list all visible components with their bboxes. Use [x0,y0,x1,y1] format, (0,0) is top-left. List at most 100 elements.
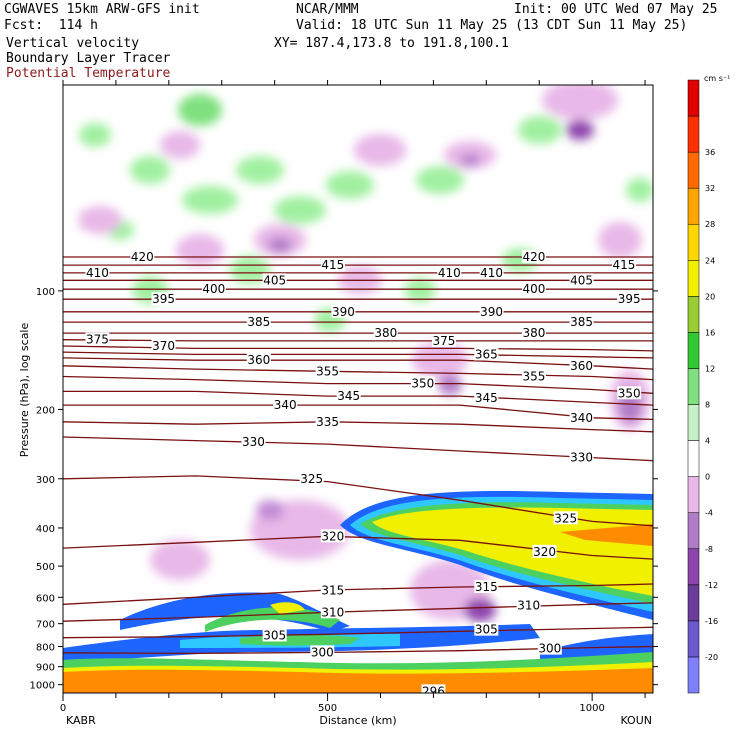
theta-label: 305 [263,628,286,642]
theta-label-bg [521,282,546,296]
theta-label-bg [130,249,155,263]
theta-contour-345 [63,390,653,406]
vertical-velocity-colorbar: -20 -16 -12 -8 -4 0 4 8 12 16 20 24 28 32 36 [687,79,718,694]
theta-label: 385 [247,315,270,329]
theta-label-bg [273,398,298,412]
valid-time: Valid: 18 UTC Sun 11 May 25 (13 CDT Sun … [296,18,688,33]
theta-label-bg [151,338,176,352]
colorbar-label: 32 [705,184,715,193]
theta-label-bg [553,511,578,525]
theta-label: 410 [438,266,461,280]
theta-label: 415 [321,258,344,272]
theta-label-bg [246,353,271,367]
model-title: CGWAVES 15km ARW-GFS init [4,2,200,17]
cross-section-endpoints: XY= 187.4,173.8 to 191.8,100.1 [274,36,509,51]
theta-label-bg [410,376,435,390]
theta-label: 320 [533,545,556,559]
theta-label-bg [310,645,335,659]
theta-label-bg [373,326,398,340]
potential-temperature-contours [63,256,653,655]
theta-label-bg [320,583,345,597]
colorbar-label: 12 [705,364,715,373]
theta-label-bg [611,258,636,272]
theta-label: 360 [247,353,270,367]
theta-label: 355 [316,364,339,378]
theta-label-bg [151,292,176,306]
theta-label: 395 [618,292,641,306]
field-potential-temperature: Potential Temperature [6,66,171,81]
x-tick-label: 1000 [579,703,604,714]
theta-label-bg [85,332,110,346]
theta-label: 420 [522,250,545,264]
y-tick-label: 800 [36,642,55,653]
theta-label-bg [521,326,546,340]
theta-label-bg [85,265,110,279]
theta-label: 340 [570,411,593,425]
theta-contour-300 [63,645,653,655]
colorbar-label: 0 [705,473,710,482]
colorbar-swatch [687,332,700,369]
theta-label-bg [262,273,287,287]
theta-contour-360 [63,357,653,370]
plot-frame [62,84,654,694]
theta-label-bg [474,580,499,594]
theta-label: 410 [480,266,503,280]
theta-label: 400 [522,282,545,296]
theta-contour-340 [63,404,653,421]
end-station: KOUN [620,714,652,727]
theta-label: 330 [570,451,593,465]
colorbar-swatch [687,620,700,658]
colorbar-swatch [687,404,700,441]
start-station: KABR [66,714,96,727]
theta-label-bg [569,273,594,287]
colorbar-units: cm s⁻¹ [704,74,730,83]
y-tick-label: 200 [36,405,55,416]
center-label: NCAR/MMM [296,2,359,17]
x-tick-label: 0 [60,703,66,714]
colorbar-label: 8 [705,401,710,410]
theta-label-bg [262,628,287,642]
y-tick-label: 300 [36,475,55,486]
colorbar-swatch [687,440,700,477]
theta-contour-320 [63,535,653,560]
theta-label: 325 [300,472,323,486]
theta-label: 360 [570,359,593,373]
x-axis-title: Distance (km) [319,714,396,727]
colorbar-label: 4 [705,437,710,446]
theta-label: 355 [522,370,545,384]
y-tick-label: 900 [36,663,55,674]
y-axis-title: Pressure (hPa), log scale [18,323,31,458]
y-tick-label: 600 [36,593,55,604]
init-time: Init: 00 UTC Wed 07 May 25 [514,2,718,17]
theta-label: 345 [475,391,498,405]
theta-contour-335 [63,421,653,433]
theta-label: 305 [475,623,498,637]
theta-contour-330 [63,436,653,462]
theta-label: 310 [321,605,344,619]
colorbar-swatch [687,656,700,694]
y-tick-label: 100 [36,287,55,298]
theta-label: 345 [337,389,360,403]
theta-label: 300 [311,645,334,659]
theta-label-bg [241,435,266,449]
theta-label-bg [320,529,345,543]
theta-label: 420 [131,250,154,264]
colorbar-swatch [687,115,700,153]
theta-label-bg [331,304,356,318]
theta-label: 390 [332,305,355,319]
theta-label-bg [569,315,594,329]
theta-label-bg [474,390,499,404]
theta-label-bg [569,450,594,464]
theta-label: 380 [374,326,397,340]
colorbar-swatch [687,476,700,513]
y-tick-label: 700 [36,620,55,631]
x-tick-label: 500 [318,703,337,714]
colorbar-swatch [687,79,700,117]
theta-label: 350 [411,377,434,391]
colorbar-swatch [687,368,700,405]
theta-label: 380 [522,326,545,340]
theta-contour-365 [63,351,653,359]
theta-label-bg [479,304,504,318]
theta-label: 385 [570,315,593,329]
colorbar-label: 20 [705,292,715,301]
